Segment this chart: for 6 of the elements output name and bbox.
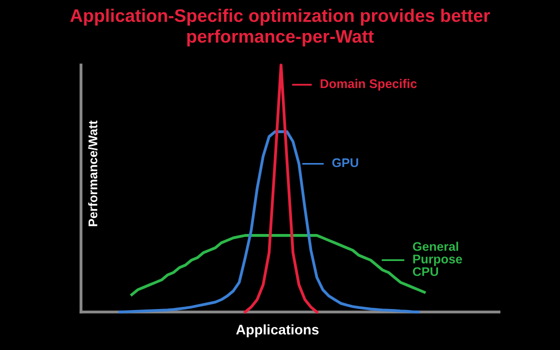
y-axis-title: Performance/Watt [88, 120, 98, 226]
legend-label: Domain Specific [320, 78, 417, 91]
legend-label: GPU [332, 158, 358, 168]
x-axis-title: Applications [236, 324, 319, 338]
chart-title: Application-Specific optimization provides better performance-per-Watt [70, 8, 490, 46]
legend-label: General Purpose CPU [412, 242, 462, 276]
